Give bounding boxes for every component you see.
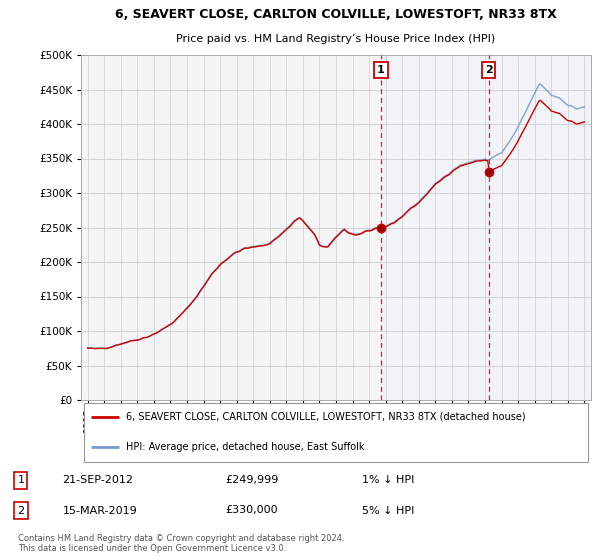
Text: Contains HM Land Registry data © Crown copyright and database right 2024.
This d: Contains HM Land Registry data © Crown c… [18, 534, 344, 553]
Text: 5% ↓ HPI: 5% ↓ HPI [362, 506, 415, 516]
Text: 1: 1 [17, 475, 25, 486]
Text: £330,000: £330,000 [226, 506, 278, 516]
Text: 1% ↓ HPI: 1% ↓ HPI [362, 475, 415, 486]
Text: £249,999: £249,999 [226, 475, 279, 486]
Bar [488, 55, 593, 400]
Text: 2: 2 [485, 66, 493, 76]
FancyBboxPatch shape [83, 403, 589, 463]
Text: 6, SEAVERT CLOSE, CARLTON COLVILLE, LOWESTOFT, NR33 8TX (detached house): 6, SEAVERT CLOSE, CARLTON COLVILLE, LOWE… [126, 412, 526, 422]
Text: 2: 2 [17, 506, 25, 516]
Text: 1: 1 [377, 66, 385, 76]
Text: 15-MAR-2019: 15-MAR-2019 [62, 506, 137, 516]
Text: HPI: Average price, detached house, East Suffolk: HPI: Average price, detached house, East… [126, 442, 364, 452]
Text: 21-SEP-2012: 21-SEP-2012 [62, 475, 133, 486]
Bar [381, 55, 488, 400]
Text: Price paid vs. HM Land Registry’s House Price Index (HPI): Price paid vs. HM Land Registry’s House … [176, 34, 496, 44]
Text: 6, SEAVERT CLOSE, CARLTON COLVILLE, LOWESTOFT, NR33 8TX: 6, SEAVERT CLOSE, CARLTON COLVILLE, LOWE… [115, 8, 557, 21]
